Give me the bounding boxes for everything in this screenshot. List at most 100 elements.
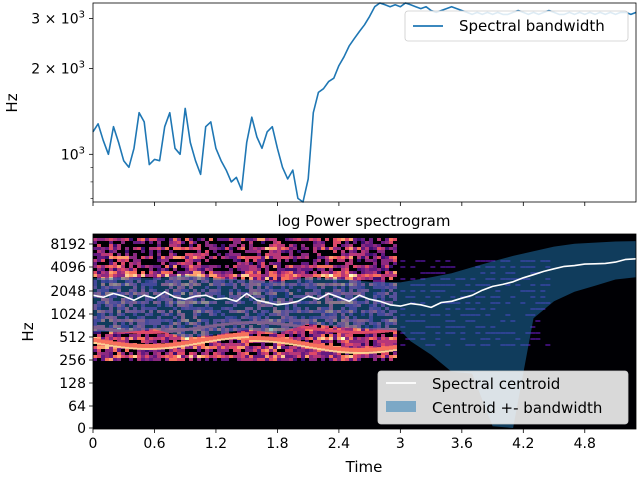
spectrogram-cell — [293, 346, 297, 349]
spectrogram-cell — [377, 351, 381, 354]
spectrogram-cell — [189, 274, 193, 277]
spectrogram-cell — [345, 268, 349, 271]
spectrogram-cell — [93, 259, 97, 262]
spectrogram-cell — [321, 247, 325, 250]
spectrogram-cell — [217, 265, 221, 268]
spectrogram-cell — [141, 352, 145, 355]
spectrogram-cell — [321, 348, 325, 351]
spectrogram-cell — [410, 278, 416, 280]
spectrogram-cell — [281, 247, 285, 250]
spectrogram-cell — [221, 244, 225, 247]
spectrogram-cell — [105, 265, 109, 268]
spectrogram-cell — [193, 268, 197, 271]
spectrogram-cell — [337, 265, 341, 268]
spectrogram-cell — [133, 262, 137, 265]
spectrogram-cell — [289, 328, 293, 331]
spectrogram-cell — [357, 358, 361, 361]
spectrogram-cell — [157, 337, 161, 340]
spectrogram-cell — [189, 262, 193, 265]
spectrogram-cell — [365, 340, 369, 343]
spectrogram-cell — [385, 238, 389, 241]
spectrogram-cell — [185, 247, 189, 250]
spectrogram-cell — [249, 265, 253, 268]
spectrogram-cell — [217, 355, 221, 358]
spectrogram-cell — [117, 345, 121, 348]
spectrogram-cell — [269, 340, 273, 343]
spectrogram-cell — [345, 262, 349, 265]
bandwidth-legend-box — [404, 10, 629, 42]
spectrogram-cell — [273, 277, 277, 280]
spectrogram-cell — [173, 334, 177, 337]
spectrogram-cell — [113, 358, 117, 361]
spectrogram-cell — [377, 238, 381, 241]
spectrogram-cell — [285, 355, 289, 358]
spectrogram-cell — [109, 352, 113, 355]
spectrogram-cell — [97, 265, 101, 268]
spectrogram-cell — [233, 349, 237, 352]
spectrogram-cell — [313, 352, 317, 355]
spectrogram-cell — [253, 250, 257, 253]
spectrogram-cell — [141, 265, 145, 268]
spectrogram-cell — [289, 352, 293, 355]
spectrogram-cell — [201, 346, 205, 349]
spectrogram-cell — [157, 355, 161, 358]
bandwidth-legend: Spectral bandwidth — [404, 10, 629, 42]
spectrogram-cell — [345, 244, 349, 247]
spectrogram-cell — [357, 274, 361, 277]
spectrogram-cell — [281, 338, 285, 343]
spectrogram-cell — [181, 265, 185, 268]
spectrogram-cell — [197, 250, 201, 253]
spectrogram-cell — [285, 256, 289, 259]
tick-exp: 3 — [79, 145, 85, 156]
spectrogram-cell — [361, 355, 365, 358]
spectrogram-cell — [165, 337, 169, 340]
spectrogram-cell — [165, 343, 169, 348]
spectrogram-cell — [101, 247, 105, 250]
spectrogram-cell — [325, 247, 329, 250]
spectrogram-cell — [133, 343, 137, 348]
spectrogram-cell — [341, 265, 345, 268]
spectrogram-cell — [337, 334, 341, 337]
spectrogram-cell — [145, 358, 149, 361]
spectrogram-cell — [125, 259, 129, 262]
spectrogram-cell — [149, 355, 153, 358]
spectrogram-cell — [265, 271, 269, 274]
spectrogram-cell — [237, 241, 241, 244]
spectrogram-cell — [209, 334, 213, 337]
spectrogram-panel: log Power spectrogram 0 64 128 256 512 1024 20… — [19, 212, 637, 476]
spectrogram-cell — [293, 337, 297, 340]
spectrogram-cell — [269, 262, 273, 265]
spectrogram-cell — [157, 274, 161, 277]
spectrogram-cell — [261, 256, 265, 259]
spectrogram-cell — [285, 342, 289, 345]
spectrogram-cell — [221, 355, 225, 358]
spectrogram-cell — [269, 334, 273, 337]
spectrogram-cell — [329, 247, 333, 250]
spectrogram-cell — [185, 262, 189, 265]
spectrogram-cell — [317, 244, 321, 247]
spectrogram-cell — [357, 238, 361, 241]
spectrogram-cell — [420, 260, 426, 262]
spectrogram-cell — [241, 262, 245, 265]
spectrogram-cell — [169, 262, 173, 265]
spectrogram-cell — [161, 274, 165, 277]
spectrogram-cell — [273, 265, 277, 268]
spectrogram-cell — [173, 355, 177, 358]
spectrogram-cell — [381, 265, 385, 268]
spectrogram-cell — [313, 327, 317, 331]
spectrogram-cell — [373, 274, 377, 277]
spectrogram-cell — [293, 259, 297, 262]
spectrogram-cell — [213, 274, 217, 277]
spectrogram-cell — [157, 265, 161, 268]
spectrogram-cell — [385, 274, 389, 277]
spectrogram-cell — [165, 271, 169, 274]
spectrogram-legend-box — [377, 370, 629, 425]
spectrogram-cell — [237, 259, 241, 262]
spectrogram-cell — [169, 274, 173, 277]
spectrogram-cell — [321, 271, 325, 274]
spectrogram-cell — [109, 358, 113, 361]
spectrogram-cell — [325, 238, 329, 241]
spectrogram-cell — [241, 277, 245, 280]
spectrogram-cell — [297, 277, 301, 280]
spectrogram-cell — [193, 247, 197, 250]
